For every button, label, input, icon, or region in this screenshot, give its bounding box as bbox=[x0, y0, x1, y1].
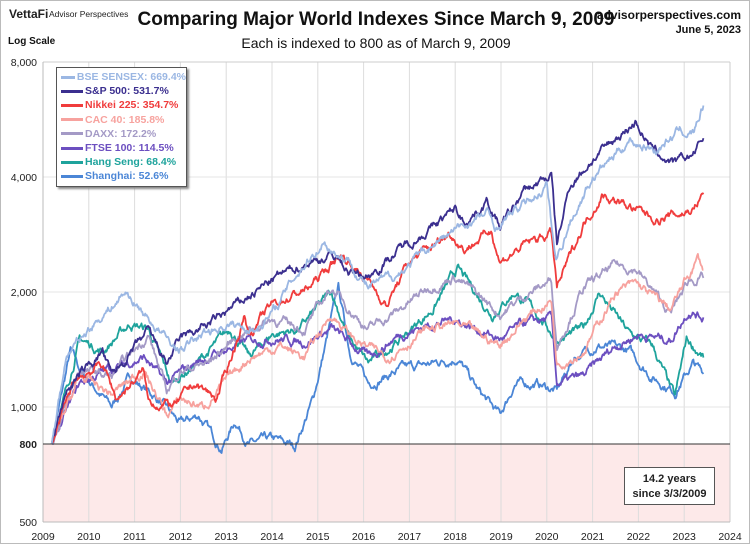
x-tick-label: 2024 bbox=[718, 531, 742, 543]
x-tick-label: 2019 bbox=[489, 531, 513, 543]
x-tick-label: 2014 bbox=[260, 531, 284, 543]
x-tick-label: 2020 bbox=[535, 531, 559, 543]
chart-date: June 5, 2023 bbox=[675, 24, 741, 36]
legend-label: BSE SENSEX: 669.4% bbox=[76, 71, 186, 84]
series-line bbox=[50, 105, 705, 445]
legend: BSE SENSEX: 669.4% S&P 500: 531.7% Nikkei … bbox=[56, 67, 187, 187]
series-line bbox=[51, 263, 705, 445]
x-tick-label: 2013 bbox=[215, 531, 239, 543]
series-line bbox=[50, 281, 705, 454]
series-line bbox=[51, 258, 705, 446]
legend-swatch bbox=[61, 89, 83, 93]
x-tick-label: 2010 bbox=[77, 531, 101, 543]
legend-item: Nikkei 225: 354.7% bbox=[61, 98, 186, 112]
legend-label: Nikkei 225: 354.7% bbox=[85, 99, 179, 112]
legend-item: FTSE 100: 114.5% bbox=[61, 141, 186, 155]
legend-swatch bbox=[61, 146, 83, 150]
series-line bbox=[50, 192, 705, 445]
legend-swatch bbox=[61, 103, 83, 107]
legend-swatch bbox=[61, 118, 83, 122]
legend-item: Shanghai: 52.6% bbox=[61, 169, 186, 183]
annotation-box: 14.2 years since 3/3/2009 bbox=[624, 467, 715, 505]
below-baseline-region bbox=[43, 444, 730, 522]
legend-label: FTSE 100: 114.5% bbox=[85, 142, 174, 155]
legend-item: Hang Seng: 68.4% bbox=[61, 155, 186, 169]
x-tick-label: 2017 bbox=[398, 531, 422, 543]
x-tick-label: 2016 bbox=[352, 531, 376, 543]
y-axis-label: Log Scale bbox=[8, 36, 56, 47]
legend-item: BSE SENSEX: 669.4% bbox=[61, 70, 186, 84]
y-tick-label: 800 bbox=[19, 439, 37, 451]
x-tick-label: 2015 bbox=[306, 531, 330, 543]
legend-item: DAXX: 172.2% bbox=[61, 127, 186, 141]
x-tick-label: 2021 bbox=[581, 531, 605, 543]
legend-item: CAC 40: 185.8% bbox=[61, 113, 186, 127]
series-line bbox=[50, 119, 705, 445]
legend-label: DAXX: 172.2% bbox=[85, 127, 157, 140]
legend-label: S&P 500: 531.7% bbox=[85, 85, 169, 98]
x-tick-label: 2009 bbox=[31, 531, 55, 543]
x-tick-label: 2022 bbox=[627, 531, 651, 543]
site-url: advisorperspectives.com bbox=[596, 8, 741, 22]
y-tick-label: 1,000 bbox=[11, 402, 37, 414]
annotation-line2: since 3/3/2009 bbox=[632, 488, 707, 500]
legend-swatch bbox=[61, 132, 83, 136]
annotation-line1: 14.2 years bbox=[642, 473, 697, 485]
legend-swatch bbox=[61, 160, 83, 164]
y-tick-label: 500 bbox=[19, 517, 37, 529]
y-tick-label: 8,000 bbox=[11, 57, 37, 69]
y-tick-label: 2,000 bbox=[11, 287, 37, 299]
brand-subtitle: Advisor Perspectives bbox=[49, 9, 129, 19]
brand-logo: VettaFi bbox=[9, 7, 49, 21]
legend-label: CAC 40: 185.8% bbox=[85, 113, 165, 126]
series-line bbox=[51, 310, 705, 445]
series-line bbox=[50, 252, 704, 445]
chart-subtitle: Each is indexed to 800 as of March 9, 20… bbox=[241, 35, 511, 51]
legend-swatch bbox=[61, 75, 75, 79]
legend-swatch bbox=[61, 174, 83, 178]
x-tick-label: 2023 bbox=[673, 531, 697, 543]
legend-item: S&P 500: 531.7% bbox=[61, 84, 186, 98]
x-tick-label: 2011 bbox=[123, 531, 146, 543]
chart-title: Comparing Major World Indexes Since Marc… bbox=[137, 9, 615, 30]
legend-label: Shanghai: 52.6% bbox=[85, 170, 169, 183]
legend-label: Hang Seng: 68.4% bbox=[85, 156, 177, 169]
x-tick-label: 2012 bbox=[169, 531, 193, 543]
x-tick-label: 2018 bbox=[444, 531, 468, 543]
y-tick-label: 4,000 bbox=[11, 172, 37, 184]
